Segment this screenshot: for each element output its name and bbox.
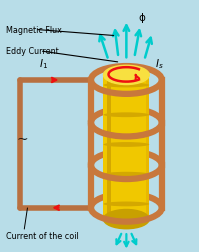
Bar xyxy=(103,76,149,219)
Text: Eddy Current: Eddy Current xyxy=(6,47,59,56)
Text: Magnetic Flux: Magnetic Flux xyxy=(6,26,62,35)
Text: $I_1$: $I_1$ xyxy=(39,57,48,71)
Text: ϕ: ϕ xyxy=(139,13,146,23)
Ellipse shape xyxy=(103,172,149,177)
Bar xyxy=(146,76,149,219)
Text: ~: ~ xyxy=(16,132,28,146)
Ellipse shape xyxy=(103,143,149,147)
Bar xyxy=(107,76,111,219)
Ellipse shape xyxy=(103,83,149,88)
Text: Current of the coil: Current of the coil xyxy=(6,231,79,240)
Ellipse shape xyxy=(103,210,149,229)
Text: $I_s$: $I_s$ xyxy=(155,57,164,71)
Ellipse shape xyxy=(103,113,149,118)
Ellipse shape xyxy=(103,66,149,85)
Ellipse shape xyxy=(103,202,149,207)
